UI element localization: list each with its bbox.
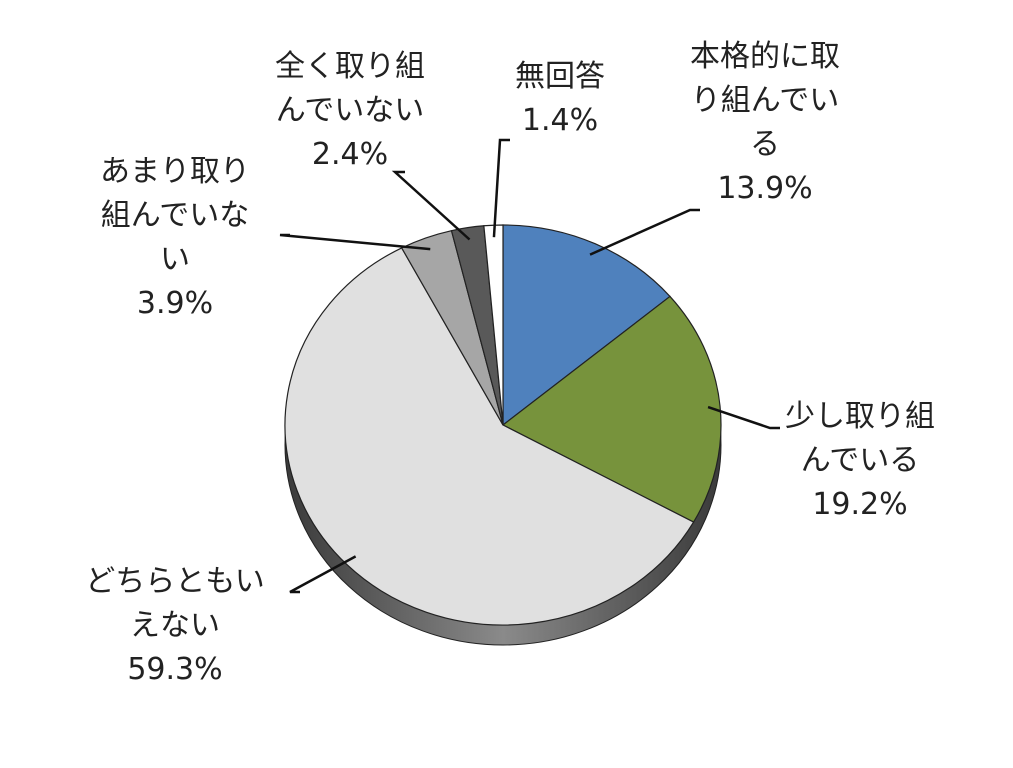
leader-line <box>279 233 431 251</box>
leader-line <box>589 208 700 256</box>
category-label: 少し取り組んでいる <box>785 399 935 478</box>
value-label: 2.4% <box>311 137 389 172</box>
leader-line <box>492 138 510 238</box>
value-label: 19.2% <box>812 487 908 522</box>
value-label: 3.9% <box>136 286 214 321</box>
pie-slice <box>284 247 695 626</box>
value-label: 13.9% <box>717 171 813 206</box>
category-label: どちらともいえない <box>85 564 265 643</box>
value-label: 59.3% <box>127 652 223 687</box>
leader-line <box>391 170 471 241</box>
category-label: 無回答 <box>515 59 605 94</box>
leader-line <box>289 555 357 594</box>
pie-slice <box>483 224 504 426</box>
category-label: 全く取り組んでいない <box>275 49 425 128</box>
pie-slice <box>502 224 671 427</box>
pie-slice <box>501 295 722 523</box>
category-label: 本格的に取り組んでいる <box>690 39 840 162</box>
leader-line <box>707 405 780 430</box>
value-label: 1.4% <box>521 103 599 138</box>
category-label: あまり取り組んでいない <box>100 154 250 277</box>
